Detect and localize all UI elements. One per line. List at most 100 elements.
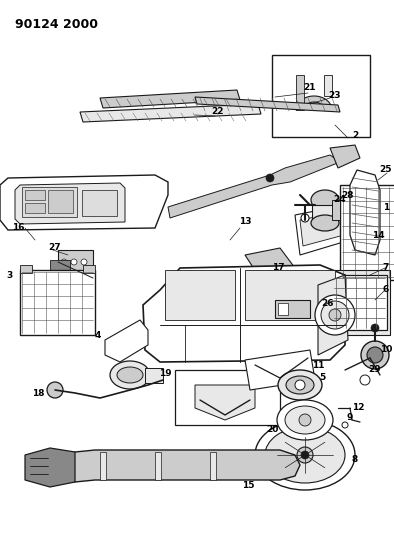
Text: 2: 2 bbox=[352, 131, 358, 140]
Text: 9: 9 bbox=[347, 414, 353, 423]
Polygon shape bbox=[0, 175, 168, 230]
Text: 10: 10 bbox=[380, 345, 392, 354]
Polygon shape bbox=[25, 448, 75, 487]
Bar bbox=[312, 205, 338, 223]
Circle shape bbox=[301, 451, 309, 459]
Polygon shape bbox=[295, 205, 350, 255]
Text: 19: 19 bbox=[159, 368, 171, 377]
Text: 22: 22 bbox=[212, 108, 224, 117]
Text: 12: 12 bbox=[352, 403, 364, 413]
Circle shape bbox=[367, 347, 383, 363]
Polygon shape bbox=[350, 170, 380, 255]
Text: 26: 26 bbox=[322, 298, 334, 308]
Polygon shape bbox=[168, 155, 340, 218]
Bar bbox=[58, 250, 93, 274]
Bar bbox=[165, 270, 235, 320]
Circle shape bbox=[47, 382, 63, 398]
Text: 90124 2000: 90124 2000 bbox=[15, 18, 98, 31]
Ellipse shape bbox=[286, 376, 314, 394]
Text: 11: 11 bbox=[312, 360, 324, 369]
Text: 23: 23 bbox=[329, 91, 341, 100]
Bar bbox=[175, 370, 280, 425]
Bar bbox=[340, 185, 394, 280]
Ellipse shape bbox=[311, 190, 339, 210]
Polygon shape bbox=[105, 320, 148, 362]
Ellipse shape bbox=[311, 215, 339, 231]
Circle shape bbox=[297, 447, 313, 463]
Text: 25: 25 bbox=[380, 166, 392, 174]
Polygon shape bbox=[45, 450, 300, 482]
Text: 13: 13 bbox=[239, 217, 251, 227]
Circle shape bbox=[266, 174, 274, 182]
Text: 15: 15 bbox=[242, 481, 254, 489]
Text: 16: 16 bbox=[12, 223, 24, 232]
Polygon shape bbox=[330, 145, 360, 168]
Bar bbox=[48, 190, 73, 213]
Bar bbox=[25, 203, 45, 213]
Circle shape bbox=[321, 301, 349, 329]
Circle shape bbox=[299, 414, 311, 426]
Circle shape bbox=[371, 324, 379, 332]
Bar bbox=[332, 200, 340, 220]
Ellipse shape bbox=[265, 427, 345, 483]
Ellipse shape bbox=[278, 370, 322, 400]
Text: 14: 14 bbox=[372, 230, 384, 239]
Bar bbox=[275, 300, 310, 318]
Text: 18: 18 bbox=[32, 389, 44, 398]
Ellipse shape bbox=[110, 361, 150, 389]
Polygon shape bbox=[143, 265, 345, 362]
Text: 27: 27 bbox=[49, 244, 61, 253]
Text: 21: 21 bbox=[304, 84, 316, 93]
Bar bbox=[50, 260, 70, 275]
Text: 3: 3 bbox=[7, 271, 13, 279]
Polygon shape bbox=[296, 75, 304, 110]
Circle shape bbox=[81, 259, 87, 265]
Ellipse shape bbox=[117, 367, 143, 383]
Polygon shape bbox=[100, 90, 240, 108]
Text: 7: 7 bbox=[383, 263, 389, 272]
Circle shape bbox=[342, 422, 348, 428]
Bar bbox=[333, 275, 387, 330]
Text: 29: 29 bbox=[369, 366, 381, 375]
Circle shape bbox=[361, 341, 389, 369]
Polygon shape bbox=[100, 452, 106, 480]
Bar bbox=[82, 190, 117, 216]
Bar bbox=[278, 303, 288, 315]
Circle shape bbox=[61, 259, 67, 265]
Text: 4: 4 bbox=[95, 330, 101, 340]
Polygon shape bbox=[15, 183, 125, 224]
Text: 6: 6 bbox=[383, 286, 389, 295]
Bar bbox=[22, 187, 77, 217]
Polygon shape bbox=[296, 96, 332, 110]
Bar bbox=[145, 368, 163, 383]
Text: 28: 28 bbox=[342, 190, 354, 199]
Polygon shape bbox=[245, 350, 315, 390]
Polygon shape bbox=[195, 97, 340, 112]
Circle shape bbox=[329, 309, 341, 321]
Polygon shape bbox=[318, 275, 348, 355]
Text: 1: 1 bbox=[383, 203, 389, 212]
Text: 8: 8 bbox=[352, 456, 358, 464]
Text: 24: 24 bbox=[334, 196, 346, 205]
Bar bbox=[20, 270, 95, 335]
Polygon shape bbox=[210, 452, 216, 480]
Text: 20: 20 bbox=[266, 425, 278, 434]
Ellipse shape bbox=[255, 420, 355, 490]
Bar bbox=[25, 190, 45, 200]
Bar bbox=[20, 265, 32, 273]
Bar bbox=[83, 265, 95, 273]
Polygon shape bbox=[300, 212, 344, 246]
Polygon shape bbox=[155, 452, 161, 480]
Text: 5: 5 bbox=[319, 373, 325, 382]
Circle shape bbox=[301, 214, 309, 222]
Polygon shape bbox=[324, 75, 332, 96]
Text: 17: 17 bbox=[272, 263, 284, 272]
Ellipse shape bbox=[285, 406, 325, 434]
Circle shape bbox=[360, 375, 370, 385]
Ellipse shape bbox=[277, 400, 333, 440]
Circle shape bbox=[315, 295, 355, 335]
Bar bbox=[330, 270, 390, 335]
Polygon shape bbox=[195, 385, 255, 420]
Circle shape bbox=[295, 380, 305, 390]
Bar bbox=[245, 270, 335, 320]
